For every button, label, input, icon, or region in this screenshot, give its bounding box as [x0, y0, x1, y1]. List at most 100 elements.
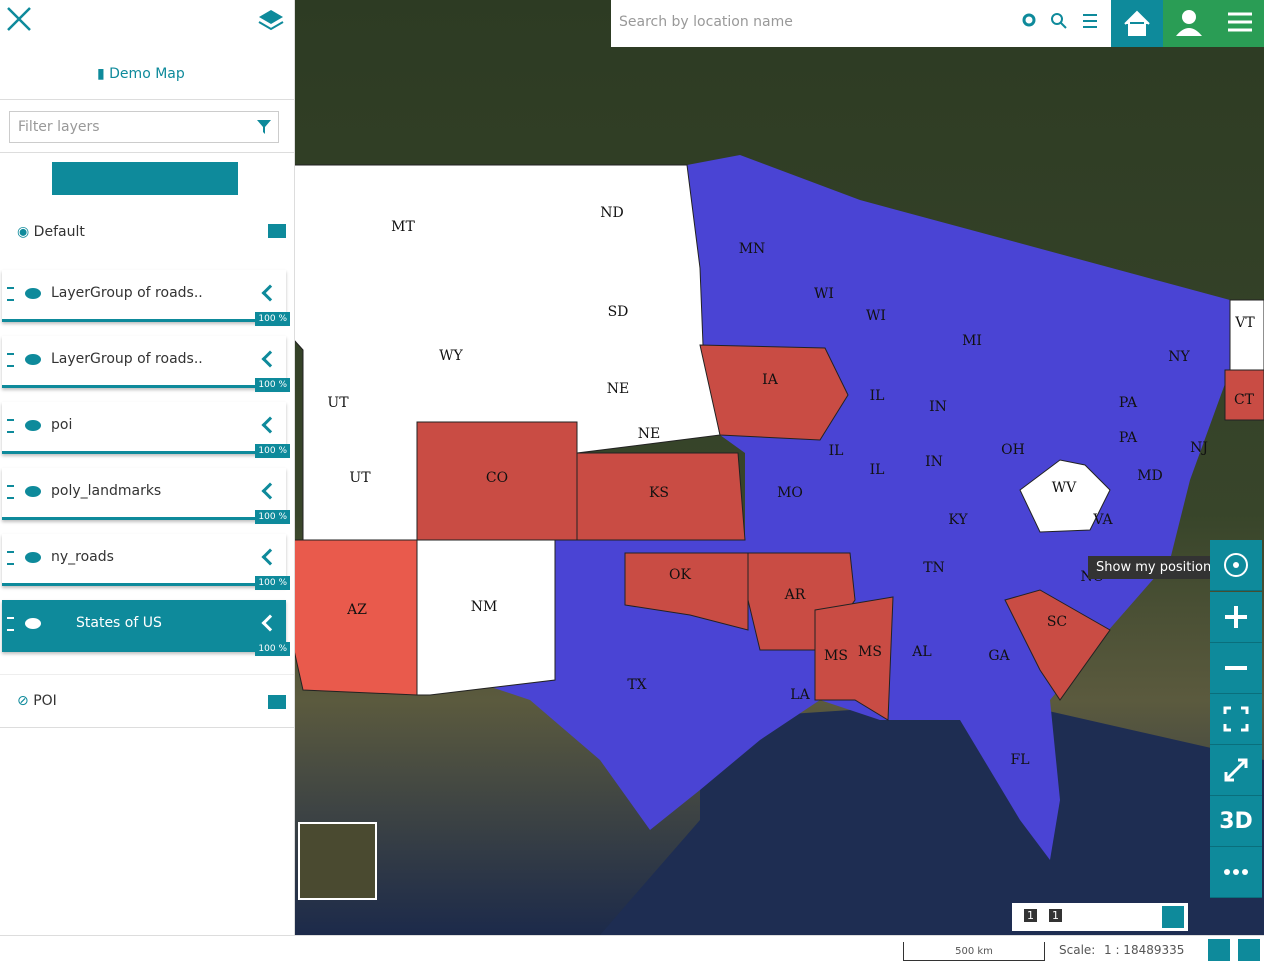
- state-label: OK: [669, 567, 691, 583]
- state-label: NE: [638, 426, 660, 442]
- home-button[interactable]: [1111, 0, 1163, 47]
- layer-toolbar[interactable]: [52, 162, 238, 195]
- state-label: OH: [1001, 442, 1025, 458]
- crs-button[interactable]: [1238, 939, 1260, 961]
- state-area: [470, 155, 1230, 860]
- layers-icon[interactable]: [258, 8, 284, 34]
- toolbar-badge[interactable]: 1: [1049, 909, 1062, 922]
- drag-handle: [7, 485, 14, 499]
- state-label: KY: [948, 512, 968, 528]
- toolbar-list-button[interactable]: [1162, 906, 1184, 928]
- toc-panel: ▮ Demo Map Filter layers ◉ Default Layer…: [0, 0, 295, 935]
- expand-arrow: [261, 614, 279, 632]
- state-label: MS: [824, 648, 848, 664]
- state-label: NJ: [1190, 440, 1208, 456]
- state-area: [1019, 459, 1111, 533]
- state-label: AR: [784, 587, 806, 603]
- state-area: [576, 452, 746, 541]
- state-label: TX: [627, 677, 646, 693]
- state-label: IN: [925, 454, 943, 470]
- visibility-icon: [25, 618, 41, 629]
- drag-handle: [7, 287, 14, 301]
- expand-arrow: [261, 284, 279, 302]
- state-label: IN: [929, 399, 947, 415]
- state-label: MD: [1137, 468, 1163, 484]
- drag-handle: [7, 617, 14, 631]
- fullscreen[interactable]: [1210, 745, 1262, 796]
- layer-row[interactable]: LayerGroup of roads.. 100 %: [2, 270, 290, 326]
- search-placeholder: Search by location name: [619, 14, 793, 30]
- opacity-badge: 100 %: [255, 378, 290, 392]
- layer-row[interactable]: ny_roads 100 %: [2, 534, 290, 590]
- state-label: IA: [762, 372, 779, 388]
- overview-map[interactable]: [298, 822, 377, 900]
- state-area: [814, 596, 894, 721]
- state-label: PA: [1119, 395, 1138, 411]
- state-label: WV: [1052, 480, 1077, 496]
- filter-input[interactable]: Filter layers: [9, 111, 279, 143]
- state-label: UT: [327, 395, 349, 411]
- opacity-badge: 100 %: [255, 312, 290, 326]
- state-label: GA: [988, 648, 1010, 664]
- layer-name: LayerGroup of roads..: [51, 285, 203, 301]
- state-label: MS: [858, 644, 882, 660]
- state-label: NE: [607, 381, 629, 397]
- scale-value[interactable]: 1 : 18489335: [1104, 943, 1185, 957]
- search-bar[interactable]: Search by location name: [611, 0, 1111, 47]
- ocean: [600, 700, 1264, 935]
- user-button[interactable]: [1163, 0, 1215, 47]
- opacity-badge: 100 %: [255, 642, 290, 656]
- toolbar-badge[interactable]: 1: [1024, 909, 1037, 922]
- zoom-out[interactable]: [1210, 643, 1262, 694]
- drag-handle: [7, 419, 14, 433]
- mouse-position-button[interactable]: [1208, 939, 1230, 961]
- group-row[interactable]: ⊘ POI: [0, 674, 294, 728]
- zoom-in[interactable]: [1210, 592, 1262, 643]
- state-label: SC: [1047, 614, 1067, 630]
- visibility-icon: [25, 552, 41, 563]
- state-label: PA: [1119, 430, 1138, 446]
- state-label: WY: [439, 348, 463, 364]
- map-title: ▮ Demo Map: [97, 66, 185, 82]
- locate-button[interactable]: [1210, 540, 1262, 591]
- opacity-badge: 100 %: [255, 444, 290, 458]
- state-area: [1229, 299, 1264, 371]
- menu-button[interactable]: [1215, 0, 1264, 47]
- tooltip: Show my position: [1088, 556, 1220, 579]
- search-icons[interactable]: [1019, 12, 1105, 32]
- layer-row[interactable]: LayerGroup of roads.. 100 %: [2, 336, 290, 392]
- group-name: POI: [33, 693, 57, 709]
- state-label: MI: [962, 333, 982, 349]
- state-label: MN: [739, 241, 766, 257]
- state-area: [1004, 589, 1111, 701]
- map-title-text: Demo Map: [109, 66, 185, 82]
- more-button[interactable]: [1210, 847, 1262, 898]
- state-label: VA: [1092, 512, 1113, 528]
- footer: 500 km Scale: 1 : 18489335: [0, 935, 1264, 964]
- state-area: [699, 344, 849, 441]
- zoom-extent[interactable]: [1210, 694, 1262, 745]
- scale-bar: 500 km: [903, 942, 1045, 961]
- opacity-bar: [2, 517, 260, 520]
- bottom-toolbar: 1 1: [1012, 903, 1188, 931]
- expand-arrow: [261, 416, 279, 434]
- close-button[interactable]: [6, 6, 32, 32]
- state-label: NY: [1168, 349, 1190, 365]
- state-label: LA: [790, 687, 810, 703]
- group-name: Default: [33, 224, 85, 240]
- state-label: TN: [923, 560, 945, 576]
- state-label: IL: [829, 443, 844, 459]
- state-label: WI: [866, 308, 886, 324]
- visibility-icon: [25, 420, 41, 431]
- layer-name: poly_landmarks: [51, 483, 162, 499]
- group-row[interactable]: ◉ Default: [17, 224, 85, 240]
- scale-label: Scale:: [1059, 943, 1096, 957]
- opacity-bar: [2, 649, 260, 652]
- state-label: CO: [486, 470, 508, 486]
- state-label: IL: [870, 388, 885, 404]
- layer-row[interactable]: poi 100 %: [2, 402, 290, 458]
- layer-row[interactable]: poly_landmarks 100 %: [2, 468, 290, 524]
- layer-row[interactable]: States of US 100 %: [2, 600, 290, 656]
- toggle-3d[interactable]: 3D: [1210, 796, 1262, 847]
